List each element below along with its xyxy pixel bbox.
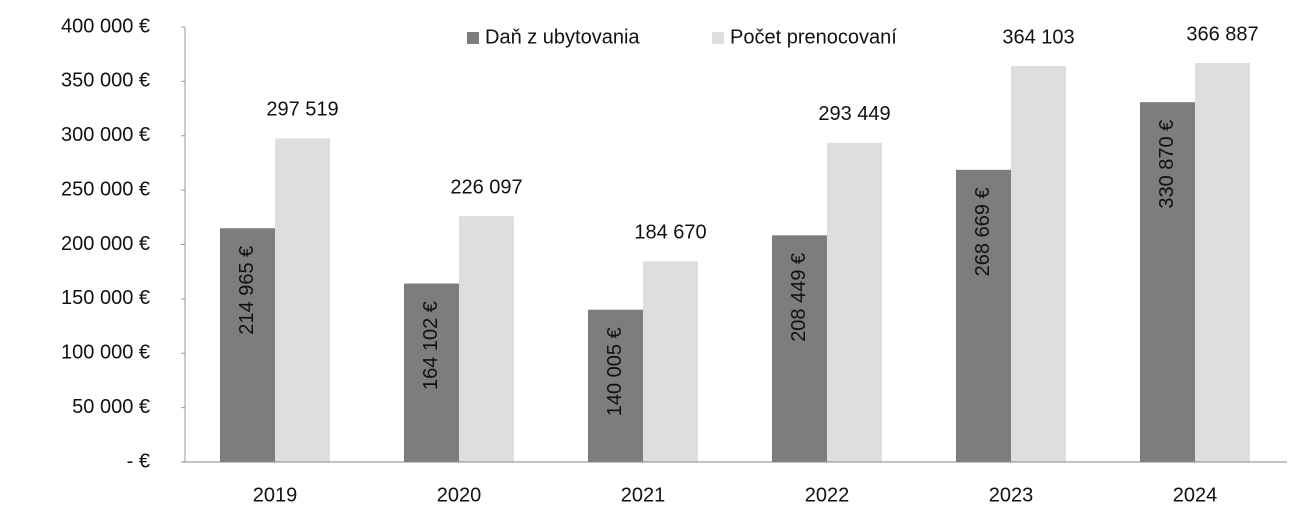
bar: [588, 309, 643, 462]
x-tick-label: 2022: [805, 484, 850, 506]
bar: [643, 261, 698, 462]
x-tick-label: 2019: [253, 484, 298, 506]
bar: [827, 142, 882, 462]
legend-swatch: [467, 32, 479, 44]
legend-label: Daň z ubytovania: [485, 26, 640, 48]
x-tick-label: 2020: [437, 484, 482, 506]
bar: [404, 283, 459, 462]
bar: [459, 216, 514, 462]
value-label: 140 005 €: [604, 327, 626, 416]
bar: [275, 138, 330, 462]
x-tick-label: 2023: [989, 484, 1034, 506]
y-tick-label: 100 000 €: [61, 342, 150, 364]
value-label: 184 670: [634, 221, 706, 243]
legend-label: Počet prenocovaní: [730, 26, 897, 48]
y-tick-label: 250 000 €: [61, 178, 150, 200]
value-label: 164 102 €: [420, 301, 442, 390]
y-tick-label: 350 000 €: [61, 70, 150, 92]
y-tick-label: 200 000 €: [61, 233, 150, 255]
bar: [1195, 63, 1250, 463]
bar: [956, 169, 1011, 463]
value-label: 364 103: [1002, 26, 1074, 48]
y-tick-label: 300 000 €: [61, 124, 150, 146]
value-label: 226 097: [450, 176, 522, 198]
bar: [1011, 66, 1066, 462]
bar: [220, 228, 275, 462]
legend-swatch: [712, 32, 724, 44]
value-label: 366 887: [1186, 23, 1258, 45]
y-tick-label: 50 000 €: [72, 396, 150, 418]
x-tick-label: 2024: [1173, 484, 1218, 506]
y-tick-label: 150 000 €: [61, 287, 150, 309]
value-label: 214 965 €: [236, 246, 258, 335]
bar: [772, 235, 827, 462]
y-tick-label: - €: [127, 450, 150, 472]
y-tick-label: 400 000 €: [61, 15, 150, 37]
x-tick-label: 2021: [621, 484, 666, 506]
value-label: 268 669 €: [972, 187, 994, 276]
value-label: 330 870 €: [1156, 120, 1178, 209]
bar: [1140, 102, 1195, 462]
value-label: 208 449 €: [788, 253, 810, 342]
value-label: 293 449: [818, 103, 890, 125]
value-label: 297 519: [266, 99, 338, 121]
